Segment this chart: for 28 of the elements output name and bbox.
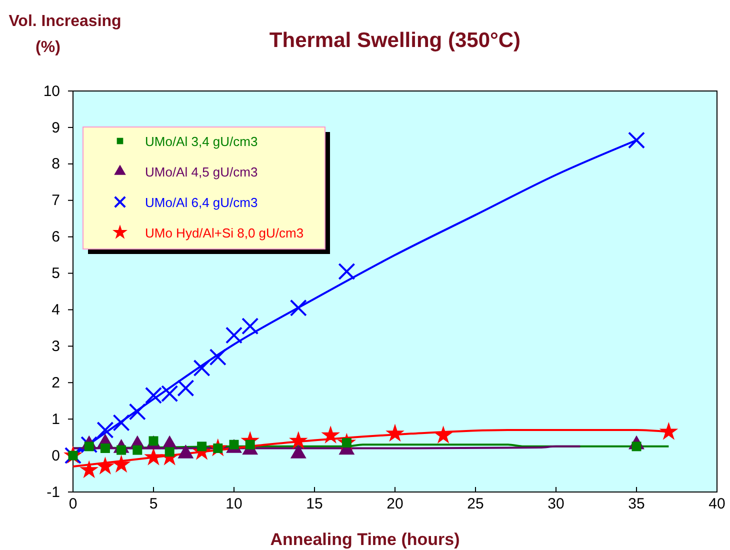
y-tick-label: 10 [43, 82, 60, 100]
y-tick-label: 7 [52, 192, 60, 210]
y-axis-title: Vol. Increasing (%) [8, 13, 122, 56]
x-tick-label: 40 [708, 496, 726, 513]
y-tick-label: 5 [52, 265, 60, 282]
legend-label: UMo/Al 6,4 gU/cm3 [145, 195, 258, 210]
x-tick-label: 20 [386, 496, 404, 513]
x-tick-label: 10 [226, 496, 242, 513]
legend-label: UMo/Al 4,5 gU/cm3 [145, 164, 258, 180]
x-tick-label: 30 [548, 496, 564, 513]
x-tick-label: 15 [306, 496, 323, 513]
y-tick-label: 3 [52, 338, 60, 355]
y-tick-label: 8 [52, 156, 60, 173]
x-tick-label: 0 [68, 496, 78, 513]
y-tick-label: 9 [52, 119, 60, 136]
y-tick-label: 2 [52, 374, 60, 392]
x-axis-title: Annealing Time (hours) [270, 530, 460, 549]
x-tick-label: 5 [149, 496, 158, 513]
legend-label: UMo/Al 3,4 gU/cm3 [145, 134, 258, 149]
y-tick-label: 6 [52, 228, 60, 246]
y-tick-label: 4 [52, 302, 60, 319]
legend-label: UMo Hyd/Al+Si 8,0 gU/cm3 [145, 226, 304, 240]
y-tick-label: 0 [52, 447, 60, 464]
y-tick-label: 1 [52, 410, 60, 428]
x-tick-label: 25 [467, 496, 484, 513]
x-tick-label: 35 [628, 496, 645, 513]
y-tick-label: -1 [46, 484, 60, 501]
chart-title: Thermal Swelling (350°C) [269, 29, 521, 52]
